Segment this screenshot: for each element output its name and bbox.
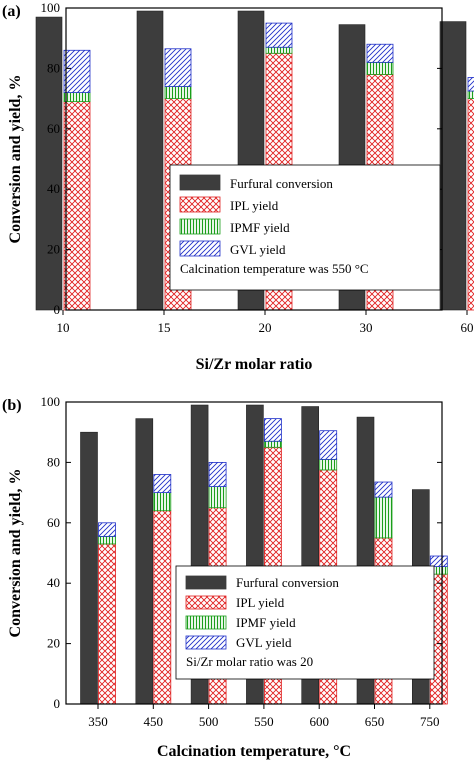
bar-gvl-yield: [208, 461, 227, 487]
x-axis-title: Si/Zr molar ratio: [196, 356, 313, 373]
y-tick-label: 40: [47, 181, 60, 196]
x-tick-label: 650: [365, 714, 385, 729]
y-axis-title: Conversion and yield, %: [7, 469, 24, 638]
bar-ipmf-yield: [153, 492, 172, 512]
bar-gvl-yield: [164, 48, 192, 87]
bar-gvl-yield: [265, 22, 293, 48]
bar-ipmf-yield: [263, 440, 282, 448]
bar-gvl-yield: [98, 522, 116, 537]
legend-swatch: [179, 174, 221, 191]
legend-entry: IPL yield: [236, 595, 285, 610]
plot-frame: [65, 7, 443, 311]
bar-conversion: [80, 431, 98, 705]
bar-ipmf-yield: [265, 46, 293, 54]
bar-ipl-yield: [153, 510, 172, 705]
bar-gvl-yield: [63, 49, 91, 93]
x-tick-label: 350: [88, 714, 108, 729]
y-tick-label: 0: [54, 696, 61, 711]
legend-note: Calcination temperature was 550 °C: [180, 261, 369, 276]
bar-ipmf-yield: [374, 496, 393, 539]
plot-frame: [65, 401, 443, 705]
bar-gvl-yield: [467, 77, 474, 92]
y-tick-label: 80: [47, 60, 60, 75]
legend-swatch: [185, 615, 227, 630]
panel-label: (b): [2, 397, 22, 414]
legend-entry: Furfural conversion: [236, 575, 339, 590]
legend-entry: IPMF yield: [230, 220, 290, 235]
x-tick-label: 750: [420, 714, 440, 729]
legend-swatch: [179, 196, 221, 213]
legend-entry: Furfural conversion: [230, 176, 333, 191]
x-tick-label: 500: [199, 714, 219, 729]
bar-ipl-yield: [98, 543, 116, 705]
x-tick-label: 450: [144, 714, 164, 729]
bar-gvl-yield: [429, 555, 448, 567]
x-tick-label: 600: [309, 714, 329, 729]
bar-ipmf-yield: [208, 486, 227, 509]
bar-ipmf-yield: [319, 458, 338, 471]
legend-swatch: [179, 218, 221, 235]
bar-ipl-yield: [467, 98, 474, 311]
bar-conversion: [35, 16, 63, 311]
legend-entry: IPL yield: [230, 198, 279, 213]
legend-entry: GVL yield: [230, 242, 286, 257]
x-tick-label: 60: [461, 320, 474, 335]
y-tick-label: 100: [41, 394, 61, 409]
legend-swatch: [179, 240, 221, 257]
bar-ipmf-yield: [63, 92, 91, 103]
y-axis-title: Conversion and yield, %: [7, 75, 24, 244]
bar-conversion: [135, 418, 154, 705]
bar-ipmf-yield: [164, 86, 192, 99]
x-tick-label: 550: [254, 714, 274, 729]
legend-note: Si/Zr molar ratio was 20: [186, 654, 313, 669]
bar-gvl-yield: [319, 430, 338, 460]
y-tick-label: 60: [47, 121, 60, 136]
bar-ipl-yield: [63, 101, 91, 311]
bar-gvl-yield: [153, 474, 172, 494]
legend-swatch: [185, 595, 227, 610]
y-tick-label: 20: [47, 636, 60, 651]
x-tick-label: 15: [158, 320, 171, 335]
y-tick-label: 80: [47, 454, 60, 469]
y-tick-label: 40: [47, 575, 60, 590]
bar-ipmf-yield: [467, 90, 474, 100]
chart-panel-2: 0 20 40 60 80 100 350 450 500 550 600 650 750 (b) Calc…: [2, 394, 448, 760]
y-tick-label: 0: [54, 302, 61, 317]
bar-gvl-yield: [374, 481, 393, 498]
legend-entry: GVL yield: [236, 635, 292, 650]
y-tick-label: 20: [47, 242, 60, 257]
legend: Furfural conversion IPL yield IPMF yield GV…: [175, 565, 435, 680]
panel-label: (a): [2, 3, 21, 20]
bar-conversion: [136, 10, 164, 311]
y-tick-label: 60: [47, 515, 60, 530]
bar-gvl-yield: [366, 43, 394, 63]
legend-swatch: [185, 575, 227, 590]
legend-swatch: [185, 635, 227, 650]
y-tick-label: 100: [41, 0, 61, 15]
bar-conversion: [439, 21, 467, 311]
x-tick-label: 10: [57, 320, 70, 335]
bar-gvl-yield: [263, 418, 282, 442]
chart-panel-1: 0 20 40 60 80 100 10 15 20 30 60 (a) Si/Zr molar rat…: [2, 0, 474, 373]
bar-ipmf-yield: [366, 61, 394, 75]
x-tick-label: 30: [360, 320, 373, 335]
x-tick-label: 20: [259, 320, 272, 335]
bar-ipmf-yield: [98, 535, 116, 545]
x-axis-title: Calcination temperature, °C: [157, 743, 351, 760]
legend-entry: IPMF yield: [236, 615, 296, 630]
legend: Furfural conversion IPL yield IPMF yield GV…: [169, 164, 441, 291]
